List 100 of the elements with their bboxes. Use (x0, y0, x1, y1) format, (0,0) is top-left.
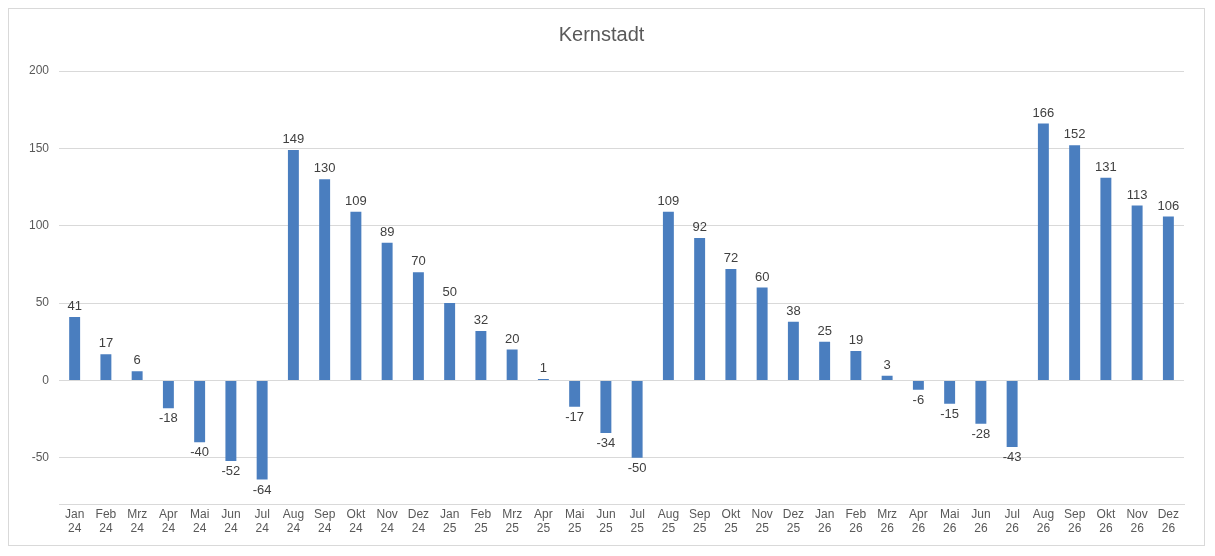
y-tick-label: 50 (35, 295, 50, 310)
x-tick-label: Nov 24 (376, 506, 398, 536)
bar (600, 380, 612, 434)
x-tick-label: Jan 26 (814, 506, 835, 536)
data-label: 3 (883, 356, 891, 372)
data-label: 89 (379, 223, 395, 239)
bar (881, 375, 893, 380)
x-tick-label: Sep 25 (688, 506, 711, 536)
x-tick-label: Sep 26 (1063, 506, 1086, 536)
data-label: 17 (98, 335, 114, 351)
x-tick-label: Aug 26 (1032, 506, 1055, 536)
bar (225, 380, 237, 461)
data-label: -43 (1002, 449, 1022, 465)
bar (256, 380, 268, 480)
data-label: 70 (411, 253, 426, 269)
bar (506, 349, 518, 380)
data-label: 152 (1063, 126, 1086, 142)
x-tick-label: Dez 26 (1157, 506, 1180, 536)
bar (319, 179, 331, 380)
x-tick-label: Mai 26 (939, 506, 960, 536)
bar (944, 380, 956, 404)
data-label: 166 (1032, 104, 1055, 120)
data-label: 19 (848, 332, 864, 348)
data-label: 41 (67, 298, 82, 314)
chart-title: Kernstadt (558, 22, 645, 45)
bar (287, 149, 299, 380)
bar (162, 380, 174, 409)
data-label: 72 (723, 250, 739, 266)
data-label: 109 (345, 192, 367, 208)
data-label: -18 (159, 410, 178, 426)
bar (975, 380, 987, 424)
x-tick-label: Feb 25 (470, 506, 492, 536)
x-tick-label: Mai 25 (564, 506, 585, 536)
bar (1162, 216, 1174, 380)
x-tick-label: Mai 24 (189, 506, 210, 536)
x-tick-label: Mrz 26 (877, 506, 898, 536)
bar (756, 287, 768, 380)
data-label: -52 (221, 462, 241, 478)
x-tick-label: Apr 26 (909, 506, 928, 536)
bar (100, 354, 112, 380)
x-tick-label: Apr 24 (159, 506, 178, 536)
bar (569, 380, 581, 407)
x-tick-label: Okt 26 (1096, 506, 1116, 536)
x-tick-label: Dez 25 (782, 506, 805, 536)
bar (725, 269, 737, 380)
data-label: 130 (313, 160, 336, 176)
x-tick-label: Feb 26 (845, 506, 867, 536)
data-label: 32 (473, 312, 489, 327)
y-tick-label: 150 (28, 140, 50, 155)
data-label: 60 (754, 268, 770, 284)
bar (1100, 177, 1112, 380)
x-tick-label: Nov 25 (751, 506, 773, 536)
bar (631, 380, 643, 458)
bar (1131, 205, 1143, 380)
data-label: 113 (1126, 186, 1148, 202)
x-tick-label: Nov 26 (1126, 506, 1148, 536)
bar (475, 330, 487, 380)
x-tick-label: Okt 24 (346, 506, 366, 536)
x-tick-label: Mrz 24 (127, 506, 148, 536)
data-label: -6 (912, 391, 925, 407)
data-label: -17 (565, 408, 585, 424)
data-label: 109 (657, 192, 680, 208)
bar (694, 238, 706, 380)
x-tick-label: Jan 24 (64, 506, 85, 536)
x-tick-label: Jun 26 (971, 506, 991, 536)
data-label: -50 (627, 459, 647, 475)
data-label: 149 (282, 130, 305, 146)
bar (1069, 145, 1081, 380)
bar (69, 317, 81, 380)
data-label: 92 (692, 219, 707, 235)
bar (444, 303, 456, 380)
data-label: -15 (940, 405, 960, 421)
bar (412, 272, 424, 380)
y-tick-label: -50 (31, 450, 50, 465)
x-tick-label: Jun 25 (596, 506, 616, 536)
x-tick-label: Apr 25 (534, 506, 553, 536)
data-label: 6 (133, 352, 141, 368)
bar (131, 371, 143, 380)
x-tick-label: Jul 25 (629, 506, 645, 536)
x-tick-label: Jul 24 (254, 506, 270, 536)
x-tick-label: Aug 24 (282, 506, 305, 536)
bar (1037, 123, 1049, 380)
x-tick-label: Okt 25 (721, 506, 741, 536)
data-label: 38 (786, 302, 801, 318)
x-tick-label: Jun 24 (221, 506, 241, 536)
y-tick-label: 100 (28, 218, 50, 233)
bar (850, 351, 862, 380)
bar (1006, 380, 1018, 447)
x-tick-label: Feb 24 (95, 506, 117, 536)
x-tick-label: Aug 25 (657, 506, 680, 536)
data-label: 106 (1157, 197, 1180, 213)
y-tick-label: 0 (42, 372, 50, 387)
bar (194, 380, 206, 443)
x-tick-label: Dez 24 (407, 506, 430, 536)
bar (912, 380, 924, 390)
bar (787, 321, 799, 380)
data-label: 131 (1095, 158, 1117, 174)
data-label: -64 (252, 481, 272, 497)
data-label: 1 (539, 359, 547, 375)
data-label: 20 (504, 330, 520, 346)
